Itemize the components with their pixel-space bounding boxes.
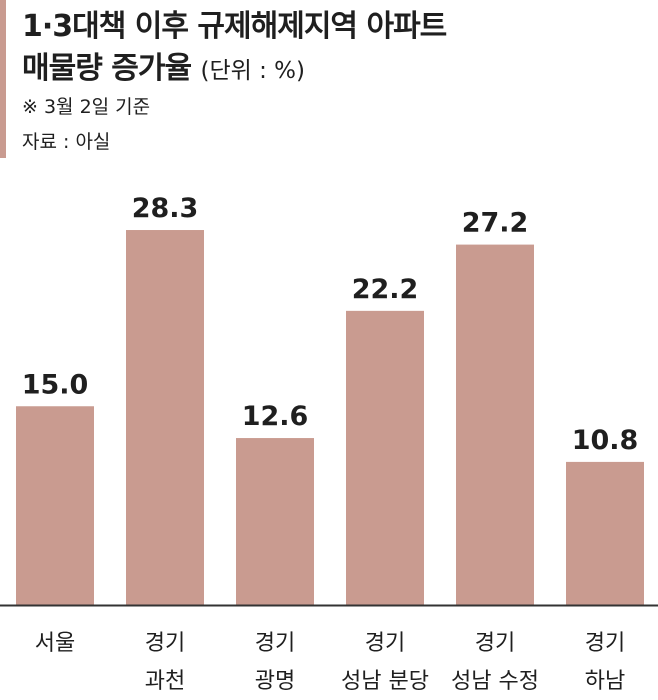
category-label-4-0: 경기 [475, 631, 515, 656]
category-label-1-0: 경기 [145, 631, 185, 656]
value-label-2: 12.6 [242, 401, 309, 432]
value-label-0: 15.0 [22, 369, 89, 400]
title-accent-bar [0, 0, 6, 158]
category-label-0-0: 서울 [35, 631, 75, 656]
chart-title: 1·3대책 이후 규제해제지역 아파트 매물량 증가율 (단위 : %) [22, 6, 652, 92]
title-line-2: 매물량 증가율 (단위 : %) [22, 48, 652, 92]
bar-0 [16, 406, 94, 605]
value-label-1: 28.3 [132, 193, 199, 224]
category-label-2-1: 광명 [255, 669, 295, 694]
date-note: ※ 3월 2일 기준 [22, 96, 151, 118]
category-label-3-0: 경기 [365, 631, 405, 656]
category-label-5-0: 경기 [585, 631, 625, 656]
value-label-4: 27.2 [462, 208, 529, 239]
bar-1 [126, 230, 204, 605]
category-label-1-1: 과천 [145, 669, 185, 694]
category-label-2-0: 경기 [255, 631, 295, 656]
bar-3 [346, 310, 424, 605]
bar-4 [456, 244, 534, 605]
title-line-2-text: 매물량 증가율 [22, 51, 192, 86]
bar-5 [566, 461, 644, 605]
value-label-5: 10.8 [572, 425, 639, 456]
category-label-5-1: 하남 [585, 669, 625, 694]
unit-label: (단위 : %) [200, 58, 306, 84]
title-line-1: 1·3대책 이후 규제해제지역 아파트 [22, 9, 447, 44]
category-label-3-1: 성남 분당 [341, 669, 429, 694]
value-label-3: 22.2 [352, 274, 419, 305]
bar-2 [236, 438, 314, 605]
category-label-4-1: 성남 수정 [451, 669, 539, 694]
source-note: 자료 : 아실 [22, 131, 111, 153]
